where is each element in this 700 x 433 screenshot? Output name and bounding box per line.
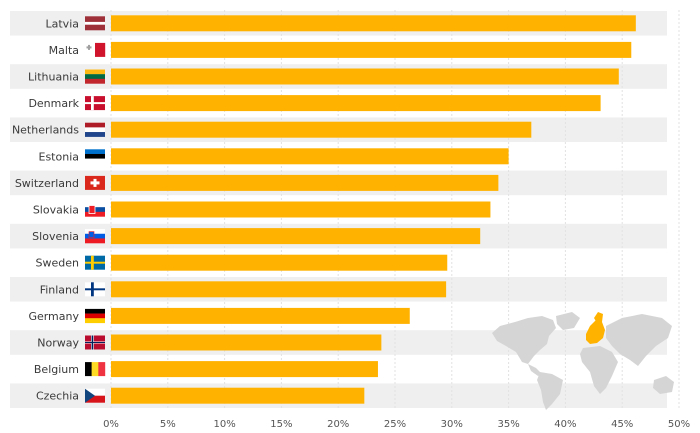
bar-sweden <box>111 254 448 271</box>
bar-belgium <box>111 361 378 378</box>
x-tick-label: 0% <box>103 419 119 430</box>
bar-slovenia <box>111 228 481 245</box>
bar-norway <box>111 334 382 351</box>
category-label: Estonia <box>39 150 80 163</box>
malta-flag-icon <box>85 42 106 57</box>
switzerland-flag-icon <box>85 175 105 190</box>
bar-slovakia <box>111 201 491 218</box>
slovenia-flag-icon <box>85 229 105 244</box>
category-label: Norway <box>37 337 79 350</box>
czechia-flag-icon <box>85 388 105 403</box>
finland-flag-icon <box>85 282 105 297</box>
asia-shape <box>606 314 672 366</box>
slovakia-flag-icon <box>85 202 105 217</box>
category-label: Czechia <box>36 390 79 403</box>
bar-denmark <box>111 95 601 112</box>
bar-netherlands <box>111 121 532 138</box>
x-tick-label: 30% <box>441 419 463 430</box>
x-axis-ticks: 0% 5% 10% 15% 20% 25% 30% 35% 40% 45% 50% <box>103 419 690 430</box>
netherlands-flag-icon <box>85 122 105 137</box>
category-label: Germany <box>28 310 79 323</box>
category-label: Denmark <box>28 97 79 110</box>
bar-finland <box>111 281 447 298</box>
bar-czechia <box>111 387 365 404</box>
category-label: Sweden <box>36 257 79 270</box>
bar-lithuania <box>111 68 619 85</box>
x-tick-label: 45% <box>611 419 633 430</box>
germany-flag-icon <box>85 308 105 324</box>
estonia-flag-icon <box>85 149 105 164</box>
africa-shape <box>580 346 618 394</box>
greenland-shape <box>556 312 580 330</box>
scandinavia-shape <box>594 312 603 323</box>
lithuania-flag-icon <box>85 69 105 84</box>
australia-shape <box>653 376 674 394</box>
category-label: Belgium <box>34 363 79 376</box>
bars <box>111 15 636 404</box>
x-tick-label: 5% <box>160 419 176 430</box>
category-labels: Latvia Malta Lithuania Denmark Netherlands Es… <box>12 17 80 402</box>
bar-latvia <box>111 15 636 32</box>
bar-estonia <box>111 148 509 165</box>
latvia-flag-icon <box>85 16 105 31</box>
category-label: Switzerland <box>15 177 79 190</box>
category-label: Latvia <box>46 17 80 30</box>
category-label: Slovakia <box>33 204 79 217</box>
category-label: Lithuania <box>28 71 79 84</box>
x-tick-label: 25% <box>384 419 406 430</box>
x-tick-label: 50% <box>668 419 690 430</box>
x-tick-label: 35% <box>497 419 519 430</box>
norway-flag-icon <box>85 335 105 350</box>
x-tick-label: 20% <box>327 419 349 430</box>
europe-shape <box>586 320 605 344</box>
category-label: Netherlands <box>12 124 79 137</box>
north-america-shape <box>492 316 556 364</box>
bar-malta <box>111 41 632 58</box>
central-america-shape <box>528 364 542 376</box>
denmark-flag-icon <box>85 96 105 111</box>
sweden-flag-icon <box>85 255 105 270</box>
belgium-flag-icon <box>85 362 106 377</box>
world-map-decoration <box>492 312 674 410</box>
category-label: Finland <box>40 283 79 296</box>
bar-germany <box>111 307 410 324</box>
bar-switzerland <box>111 174 499 191</box>
x-tick-label: 40% <box>554 419 576 430</box>
x-tick-label: 15% <box>270 419 292 430</box>
x-tick-label: 10% <box>213 419 235 430</box>
south-america-shape <box>537 372 563 410</box>
flags <box>85 16 106 403</box>
category-label: Malta <box>49 44 79 57</box>
category-label: Slovenia <box>32 230 79 243</box>
